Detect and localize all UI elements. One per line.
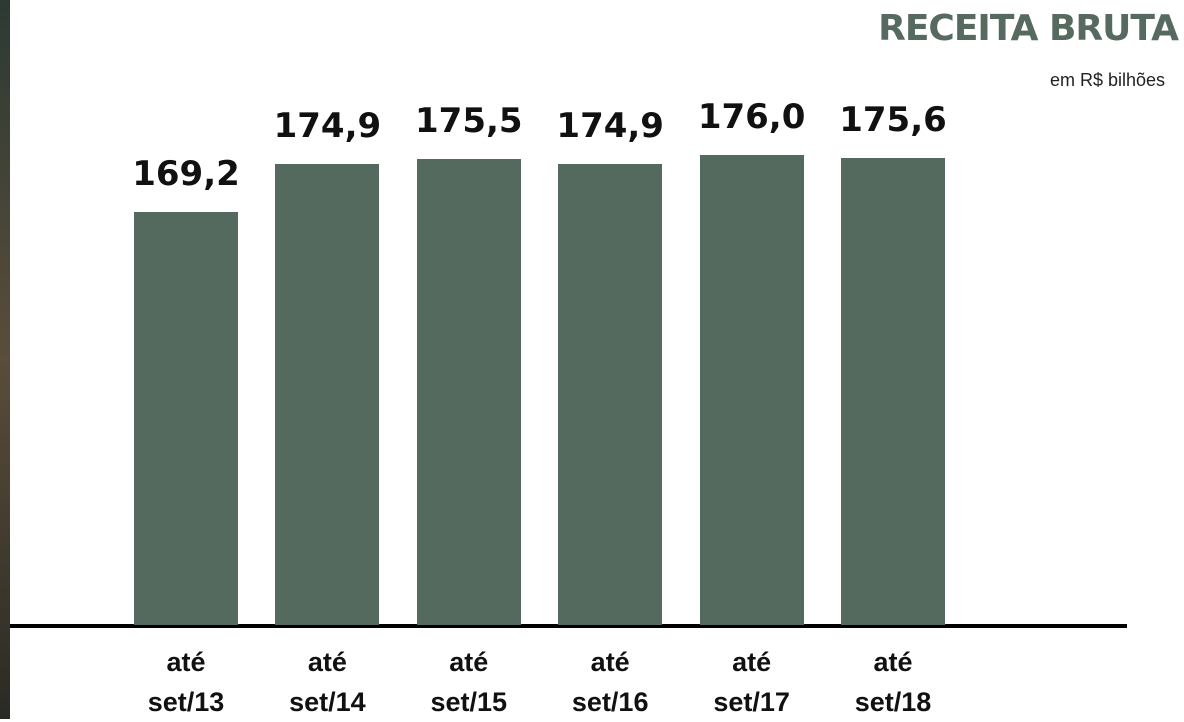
x-tick-label: até set/18 [848, 642, 938, 722]
background-edge [0, 0, 10, 719]
x-tick-label: até set/13 [141, 642, 231, 722]
bar [558, 164, 662, 625]
value-label: 175,6 [813, 100, 973, 140]
bar [417, 159, 521, 625]
value-label: 174,9 [530, 106, 690, 146]
value-label: 176,0 [672, 97, 832, 137]
bar [700, 155, 804, 625]
value-label: 174,9 [247, 106, 407, 146]
x-tick-label: até set/16 [565, 642, 655, 722]
value-label: 175,5 [389, 101, 549, 141]
bar [134, 212, 238, 625]
bar [841, 158, 945, 625]
chart: RECEITA BRUTA em R$ bilhões 169,2 até set… [0, 0, 1184, 719]
x-tick-label: até set/17 [707, 642, 797, 722]
chart-subtitle: em R$ bilhões [1050, 70, 1165, 91]
x-tick-label: até set/15 [424, 642, 514, 722]
bar [275, 164, 379, 625]
value-label: 169,2 [106, 154, 266, 194]
x-tick-label: até set/14 [282, 642, 372, 722]
chart-title: RECEITA BRUTA [878, 8, 1178, 49]
